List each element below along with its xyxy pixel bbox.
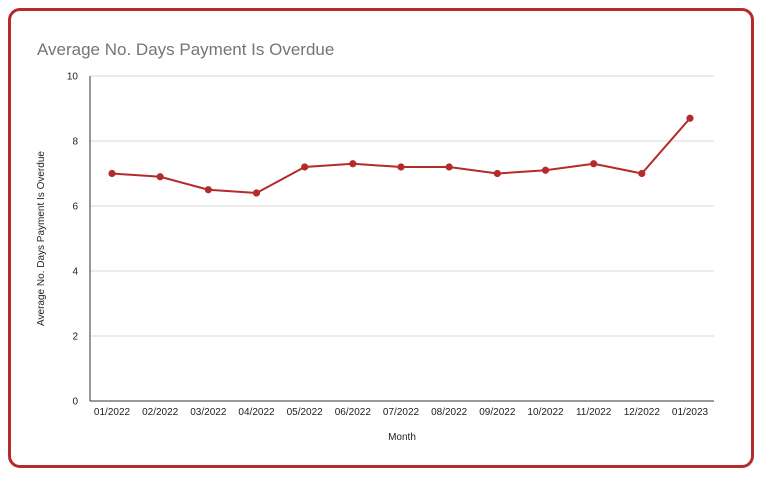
data-point xyxy=(686,114,694,122)
x-tick-label: 05/2022 xyxy=(287,407,324,418)
series-line xyxy=(111,117,691,195)
x-tick-label: 01/2023 xyxy=(672,407,709,418)
axes xyxy=(89,76,714,402)
data-point xyxy=(204,186,212,194)
y-tick-label: 10 xyxy=(67,72,79,83)
x-tick-label: 08/2022 xyxy=(431,407,468,418)
y-tick-label: 6 xyxy=(72,202,78,213)
data-point xyxy=(638,169,646,178)
data-point xyxy=(493,169,501,178)
x-tick-label: 03/2022 xyxy=(190,407,227,418)
y-tick-label: 8 xyxy=(72,137,78,148)
y-axis-title: Average No. Days Payment Is Overdue xyxy=(36,151,47,326)
x-tick-labels: 01/2022 02/2022 03/2022 04/2022 05/2022 06/20… xyxy=(94,407,709,418)
y-tick-label: 2 xyxy=(72,332,78,343)
x-tick-label: 10/2022 xyxy=(527,407,564,418)
chart-card: Average No. Days Payment Is Overdue xyxy=(8,8,754,468)
data-point xyxy=(108,169,116,178)
y-tick-labels: 0 2 4 6 8 10 xyxy=(67,72,79,408)
data-point xyxy=(252,189,261,197)
x-tick-label: 09/2022 xyxy=(479,407,516,418)
data-point xyxy=(301,163,309,171)
chart-title: Average No. Days Payment Is Overdue xyxy=(37,40,335,59)
data-point xyxy=(397,163,405,171)
x-tick-label: 06/2022 xyxy=(335,407,372,418)
x-tick-label: 04/2022 xyxy=(238,407,275,418)
y-tick-label: 0 xyxy=(72,397,78,408)
data-point xyxy=(445,163,453,171)
x-tick-label: 02/2022 xyxy=(142,407,179,418)
data-point xyxy=(156,173,164,181)
x-tick-label: 11/2022 xyxy=(576,407,612,418)
grid-lines xyxy=(90,75,714,337)
x-tick-label: 12/2022 xyxy=(624,407,661,418)
data-point xyxy=(590,160,598,168)
data-point xyxy=(349,160,357,168)
y-tick-label: 4 xyxy=(72,267,78,278)
data-points xyxy=(108,114,694,197)
x-tick-label: 01/2022 xyxy=(94,407,131,418)
x-axis-title: Month xyxy=(388,432,416,443)
data-point xyxy=(541,166,550,174)
x-tick-label: 07/2022 xyxy=(383,407,420,418)
